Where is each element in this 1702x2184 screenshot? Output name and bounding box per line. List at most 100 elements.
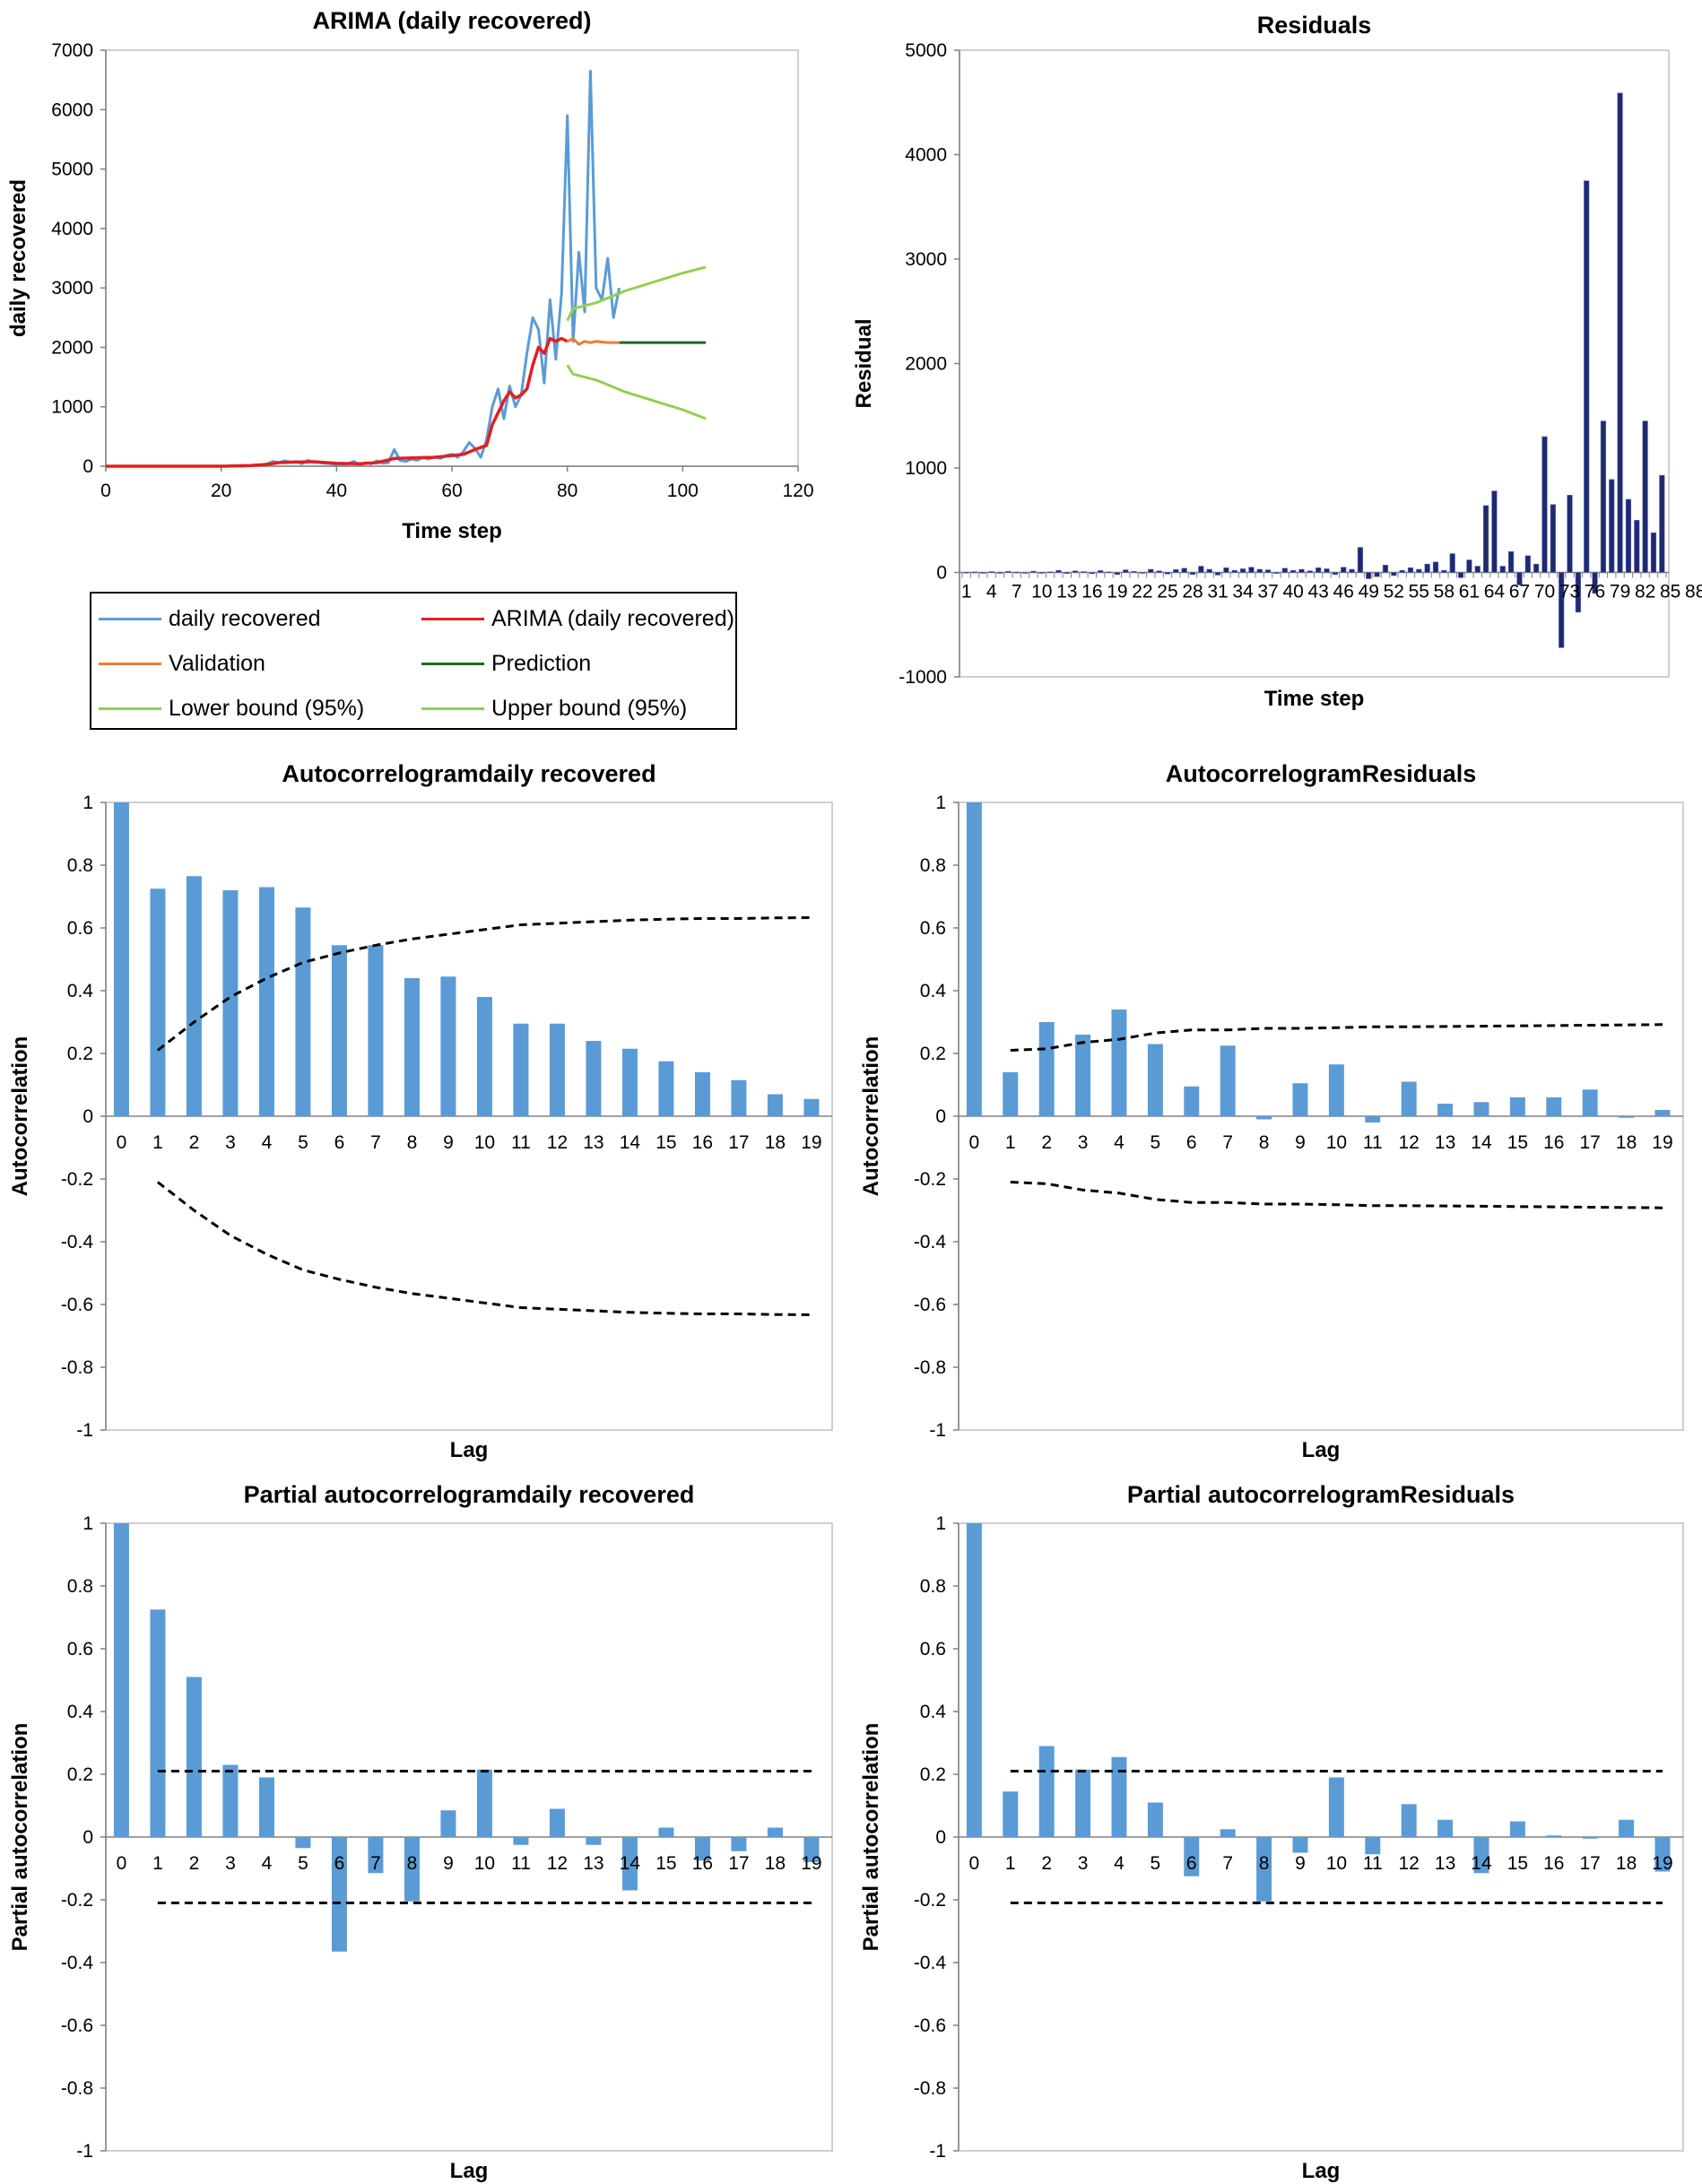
- correlation-bar: [1619, 1116, 1635, 1118]
- correlation-bar: [113, 1523, 129, 1837]
- y-tick-label: 0.2: [67, 1044, 93, 1064]
- y-tick-label: 1: [82, 1513, 93, 1534]
- correlation-bar: [1437, 1104, 1454, 1116]
- correlation-bar: [186, 876, 202, 1116]
- lag-label: 14: [620, 1132, 641, 1153]
- residual-bar: [1357, 547, 1364, 573]
- residual-bar: [1173, 568, 1179, 573]
- lag-label: 0: [117, 1853, 127, 1874]
- y-tick-label: 0.8: [67, 1576, 93, 1597]
- correlation-bar: [1582, 1089, 1598, 1116]
- lag-label: 13: [1435, 1853, 1455, 1874]
- series-line-lower-bound-95: [566, 364, 707, 420]
- y-tick-label: 3000: [51, 278, 93, 299]
- x-axis-title: Lag: [450, 1438, 489, 1461]
- correlation-bar: [1401, 1804, 1417, 1837]
- correlation-bar: [1546, 1835, 1562, 1837]
- legend-item-validation: Validation: [99, 646, 265, 681]
- lag-label: 9: [1295, 1132, 1306, 1153]
- y-tick-label: 0.4: [67, 981, 94, 1001]
- y-tick-label: 0: [82, 456, 93, 477]
- lag-label: 8: [1259, 1853, 1270, 1874]
- residual-bar: [1264, 569, 1272, 573]
- lag-label: 6: [1186, 1853, 1197, 1874]
- correlation-bar: [513, 1023, 529, 1116]
- y-tick-label: -1000: [899, 667, 947, 688]
- lag-label: 18: [765, 1132, 786, 1153]
- x-tick-label: 70: [1534, 582, 1555, 602]
- residual-bar: [1541, 436, 1548, 573]
- residual-bar: [1474, 566, 1481, 573]
- residual-bar: [1600, 420, 1607, 573]
- y-tick-label: 0: [935, 1106, 946, 1127]
- x-axis-title: Lag: [1302, 2159, 1341, 2183]
- lag-label: 10: [474, 1132, 495, 1153]
- y-tick-label: 0.4: [67, 1702, 94, 1722]
- y-tick-label: 6000: [51, 100, 93, 120]
- residual-bar: [1139, 572, 1146, 574]
- correlation-bar: [767, 1827, 783, 1837]
- x-tick-label: 64: [1484, 582, 1506, 602]
- correlation-bar: [1546, 1097, 1562, 1116]
- lag-label: 3: [225, 1132, 236, 1153]
- legend-item-daily-recovered: daily recovered: [99, 601, 321, 637]
- residual-bar: [980, 572, 986, 574]
- lag-label: 17: [1579, 1853, 1600, 1874]
- confidence-lower-line: [156, 1181, 812, 1316]
- x-tick-label: 37: [1257, 582, 1278, 602]
- confidence-upper-line: [156, 916, 812, 1052]
- x-tick-label: 7: [1012, 582, 1022, 602]
- correlation-bar: [331, 945, 347, 1116]
- correlation-bar: [150, 888, 166, 1116]
- correlation-bar: [1147, 1802, 1163, 1837]
- arima-chart: ARIMA (daily recovered) Time step daily re…: [6, 7, 814, 543]
- residual-bar: [1198, 566, 1204, 573]
- lag-label: 9: [443, 1132, 454, 1153]
- residual-bar: [1148, 568, 1154, 573]
- correlation-bar: [1437, 1819, 1454, 1837]
- y-tick-label: -0.4: [61, 1953, 94, 1973]
- residual-bar: [1114, 572, 1120, 576]
- x-tick-label: 76: [1585, 582, 1605, 602]
- lag-label: 10: [1326, 1132, 1347, 1153]
- correlation-bar: [1509, 1821, 1525, 1837]
- correlation-bar: [1184, 1837, 1200, 1876]
- y-tick-label: 0.8: [67, 855, 93, 876]
- lag-label: 1: [152, 1853, 163, 1874]
- y-tick-label: -0.6: [914, 2015, 946, 2036]
- x-tick-label: 67: [1509, 582, 1530, 602]
- y-axis-title: Partial autocorrelation: [859, 1723, 883, 1952]
- x-tick-label: 85: [1660, 582, 1680, 602]
- correlation-bar: [513, 1837, 529, 1845]
- residual-bar: [1106, 571, 1112, 574]
- y-tick-label: -0.2: [61, 1169, 93, 1190]
- residual-bar: [1098, 570, 1104, 573]
- correlation-bar: [331, 1837, 347, 1952]
- lag-label: 15: [1507, 1853, 1528, 1874]
- residual-bar: [1482, 505, 1489, 573]
- lag-label: 8: [1259, 1132, 1270, 1153]
- residual-bar: [1021, 572, 1029, 574]
- y-axis-title: daily recovered: [6, 179, 30, 337]
- x-tick-label: 22: [1132, 582, 1152, 602]
- lag-label: 1: [1005, 1853, 1016, 1874]
- residual-bar: [1005, 571, 1012, 573]
- lag-label: 16: [692, 1853, 713, 1874]
- lag-label: 12: [1398, 1853, 1419, 1874]
- y-tick-label: -1: [929, 2141, 946, 2162]
- lag-label: 9: [443, 1853, 454, 1874]
- correlation-bar: [1256, 1116, 1272, 1120]
- chart-title: Partial autocorrelogramdaily recovered: [244, 1481, 695, 1508]
- y-axis-title: Residual: [852, 318, 876, 408]
- x-tick-label: 55: [1409, 582, 1429, 602]
- x-tick-label: 1: [961, 582, 972, 602]
- chart-title: Autocorrelogramdaily recovered: [282, 760, 656, 787]
- lag-label: 17: [728, 1132, 749, 1153]
- lag-label: 7: [1222, 1132, 1233, 1153]
- y-tick-label: -0.2: [914, 1169, 946, 1190]
- residual-bar: [1341, 567, 1347, 573]
- correlation-bar: [549, 1023, 565, 1116]
- residual-bar: [1248, 567, 1255, 573]
- x-tick-label: 52: [1384, 582, 1404, 602]
- legend-label: Prediction: [491, 650, 592, 676]
